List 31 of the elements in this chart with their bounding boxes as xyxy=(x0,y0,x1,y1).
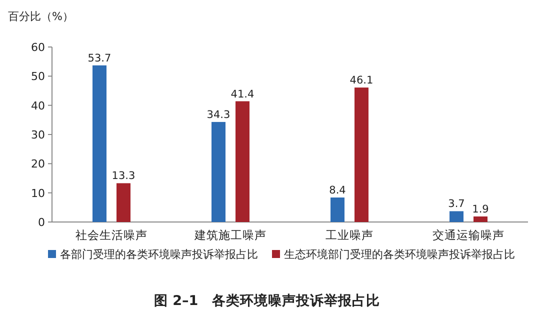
bar xyxy=(450,211,464,222)
bar xyxy=(354,88,368,222)
y-tick-label: 60 xyxy=(31,41,45,54)
data-label: 34.3 xyxy=(206,108,230,121)
y-tick-label: 20 xyxy=(31,158,45,171)
x-tick-label: 社会生活噪声 xyxy=(76,228,148,242)
y-tick-label: 30 xyxy=(31,128,45,142)
data-label: 41.4 xyxy=(230,88,255,100)
y-axis-title: 百分比（%） xyxy=(8,10,74,23)
x-tick-label: 建筑施工噪声 xyxy=(194,228,266,242)
data-label: 53.7 xyxy=(88,52,112,64)
bar xyxy=(330,198,344,222)
x-tick-label: 交通运输噪声 xyxy=(432,228,504,242)
data-label: 13.3 xyxy=(112,170,136,182)
y-tick-label: 0 xyxy=(38,216,45,229)
y-tick-label: 40 xyxy=(31,99,45,112)
y-tick-label: 10 xyxy=(31,186,45,200)
bar xyxy=(474,216,488,222)
y-tick-label: 50 xyxy=(31,70,45,84)
data-label: 8.4 xyxy=(329,184,346,196)
text: 图 2–1 各类环境噪声投诉举报占比 xyxy=(154,292,380,309)
legend-label: 各部门受理的各类环境噪声投诉举报占比 xyxy=(60,248,258,261)
bar xyxy=(236,101,250,222)
bar xyxy=(116,183,130,222)
x-tick-label: 工业噪声 xyxy=(326,228,374,242)
data-label: 3.7 xyxy=(448,198,465,210)
data-label: 46.1 xyxy=(350,74,374,87)
bar xyxy=(212,122,226,222)
bar xyxy=(92,65,106,222)
data-label: 1.9 xyxy=(472,203,489,216)
legend-label: 生态环境部门受理的各类环境噪声投诉举报占比 xyxy=(284,248,515,261)
